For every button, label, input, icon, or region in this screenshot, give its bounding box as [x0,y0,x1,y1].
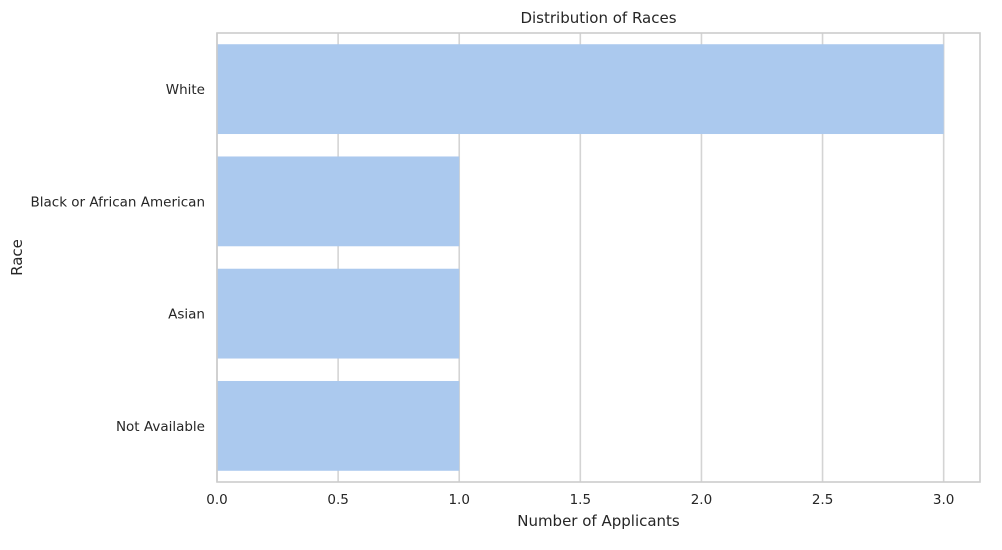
bar [217,380,460,471]
bar [217,268,460,359]
x-tick-label: 1.5 [570,492,591,508]
chart-title: Distribution of Races [520,9,676,27]
y-tick-label: Not Available [116,419,205,435]
x-tick-label: 0.5 [327,492,348,508]
y-axis-ticks: White Black or African American Asian Not A… [30,82,205,435]
y-tick-label: White [166,82,205,98]
x-tick-label: 3.0 [933,492,954,508]
bar [217,156,460,247]
y-tick-label: Black or African American [30,194,205,210]
x-axis-ticks: 0.0 0.5 1.0 1.5 2.0 2.5 3.0 [206,492,954,508]
x-tick-label: 1.0 [448,492,469,508]
bar [217,44,944,135]
x-tick-label: 0.0 [206,492,227,508]
y-tick-label: Asian [168,307,205,323]
y-axis-label: Race [8,239,26,276]
x-tick-label: 2.5 [812,492,833,508]
x-tick-label: 2.0 [691,492,712,508]
x-axis-label: Number of Applicants [517,512,680,530]
bars [217,44,944,471]
plot-frame [216,32,981,483]
